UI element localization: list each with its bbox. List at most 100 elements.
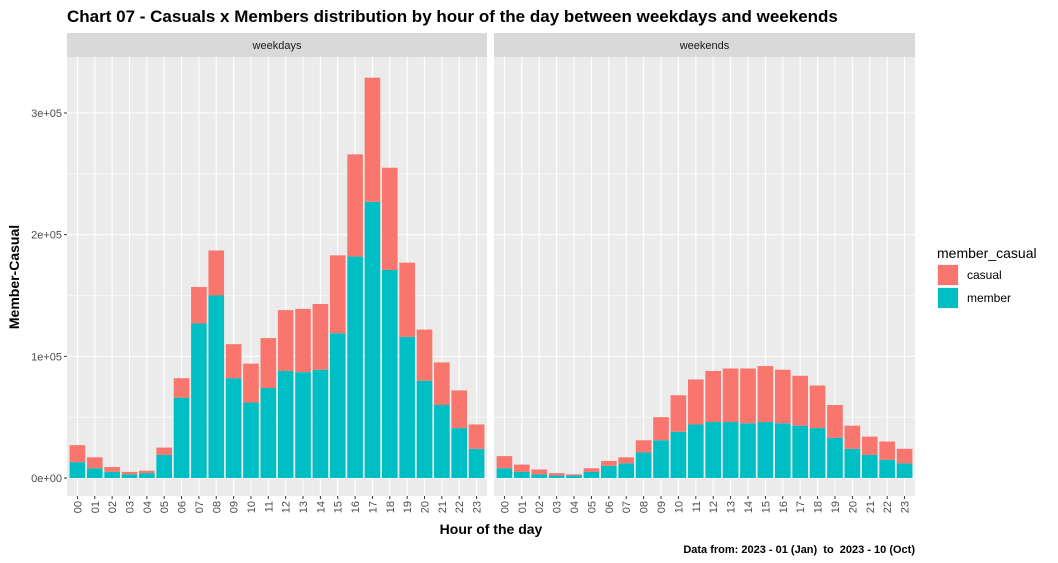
strip-weekdays	[67, 33, 487, 57]
y-tick-label: 1e+05	[31, 351, 62, 363]
bar-member-04	[139, 473, 155, 478]
bar-member-13	[722, 422, 739, 478]
legend-swatch-member	[938, 288, 958, 308]
x-axis-weekends: 00 01 02 03 04 05 06 07 08 09 10 11 12 13 14 15 16 17 18 19…	[499, 496, 912, 513]
bar-casual-00	[69, 445, 86, 463]
bar-casual-19	[827, 405, 843, 438]
bar-casual-03	[121, 471, 138, 475]
bar-casual-01	[514, 464, 530, 472]
x-tick-label: 12	[281, 501, 293, 513]
x-tick-label: 18	[813, 501, 825, 513]
x-tick-label: 12	[708, 501, 720, 513]
bar-member-03	[548, 475, 565, 478]
strip-weekends	[494, 33, 915, 57]
bar-member-05	[583, 471, 600, 478]
x-tick-label: 23	[472, 501, 484, 513]
bar-casual-15	[757, 366, 774, 423]
bar-member-20	[416, 380, 433, 478]
bar-member-21	[434, 405, 450, 478]
bar-casual-23	[896, 448, 913, 464]
x-tick-label: 16	[778, 501, 790, 513]
bar-member-21	[861, 454, 878, 478]
bar-member-03	[121, 474, 138, 478]
x-tick-label: 11	[263, 501, 275, 512]
bar-member-19	[827, 437, 843, 478]
bar-casual-16	[774, 369, 791, 424]
bar-member-15	[757, 422, 774, 478]
bar-member-12	[277, 370, 294, 478]
bar-casual-14	[740, 368, 756, 424]
x-tick-label: 17	[367, 501, 379, 513]
bar-member-02	[104, 471, 120, 478]
bar-member-14	[740, 423, 756, 478]
x-tick-label: 18	[385, 501, 397, 513]
bar-casual-21	[861, 436, 878, 455]
x-tick-label: 09	[229, 501, 241, 513]
bar-casual-13	[295, 308, 311, 373]
bar-member-15	[329, 333, 346, 478]
bar-member-18	[809, 428, 826, 478]
x-tick-label: 06	[177, 501, 189, 513]
x-axis-weekdays: 00 01 02 03 04 05 06 07 08 09 10 11 12 13 14 15 16 17 18 19…	[72, 496, 484, 513]
x-tick-label: 19	[402, 501, 414, 513]
facet-panels: weekdays 00 01 02 03 04 05 06 07 08 09 10 11 12 13 14 15…	[67, 33, 915, 513]
bar-member-08	[635, 452, 652, 478]
bar-member-13	[295, 372, 311, 478]
bar-member-10	[670, 431, 687, 478]
bar-member-00	[496, 468, 513, 478]
bar-casual-17	[364, 77, 381, 202]
x-tick-label: 01	[517, 501, 529, 513]
x-tick-label: 01	[90, 501, 102, 513]
bar-casual-18	[382, 167, 398, 270]
bar-casual-11	[260, 338, 277, 388]
bar-member-09	[225, 378, 242, 478]
x-tick-label: 15	[760, 501, 772, 513]
bar-casual-15	[329, 255, 346, 334]
bars	[69, 77, 485, 479]
bar-member-19	[399, 336, 415, 478]
bar-member-06	[600, 465, 617, 478]
x-tick-label: 22	[454, 501, 466, 513]
bar-casual-05	[583, 468, 600, 472]
bar-member-17	[792, 425, 809, 478]
legend-swatch-casual	[938, 265, 958, 285]
bar-casual-09	[653, 417, 669, 441]
x-tick-label: 03	[124, 501, 136, 513]
chart-title: Chart 07 - Casuals x Members distributio…	[67, 7, 838, 26]
panel-weekdays: weekdays 00 01 02 03 04 05 06 07 08 09 10 11 12 13 14 15…	[67, 33, 487, 513]
bar-casual-12	[277, 310, 294, 371]
bar-member-16	[774, 423, 791, 478]
bar-casual-19	[399, 262, 415, 337]
x-tick-label: 20	[420, 501, 432, 513]
bar-member-08	[208, 295, 225, 478]
bar-casual-13	[722, 368, 739, 423]
bar-casual-08	[208, 250, 225, 296]
bar-casual-06	[173, 378, 190, 398]
chart-caption: Data from: 2023 - 01 (Jan) to 2023 - 10 …	[683, 544, 915, 556]
x-tick-label: 17	[795, 501, 807, 513]
bar-member-22	[451, 428, 468, 478]
bar-member-10	[243, 402, 259, 478]
y-tick-label: 2e+05	[31, 230, 62, 242]
x-tick-label: 14	[315, 501, 327, 513]
y-axis: 0e+00 1e+05 2e+05 3e+05	[31, 108, 67, 485]
bar-casual-04	[566, 474, 582, 476]
panel-weekends: weekends 00 01 02 03 04 05 06 07 08 09 10 11 12 13 14 15…	[494, 33, 915, 513]
x-tick-label: 02	[107, 501, 119, 513]
x-tick-label: 00	[72, 501, 84, 513]
bars	[496, 366, 913, 478]
strip-label: weekends	[679, 40, 730, 52]
bar-casual-01	[86, 457, 103, 469]
x-tick-label: 19	[830, 501, 842, 513]
bar-casual-03	[548, 473, 565, 476]
bar-casual-20	[416, 329, 433, 381]
bar-member-05	[156, 454, 172, 478]
x-tick-label: 02	[534, 501, 546, 513]
bar-casual-14	[312, 304, 329, 370]
bar-member-11	[687, 424, 704, 478]
y-tick-label: 3e+05	[31, 108, 62, 120]
x-tick-label: 09	[656, 501, 668, 513]
x-tick-label: 06	[604, 501, 616, 513]
panel-background	[494, 57, 915, 496]
bar-casual-02	[104, 467, 120, 472]
